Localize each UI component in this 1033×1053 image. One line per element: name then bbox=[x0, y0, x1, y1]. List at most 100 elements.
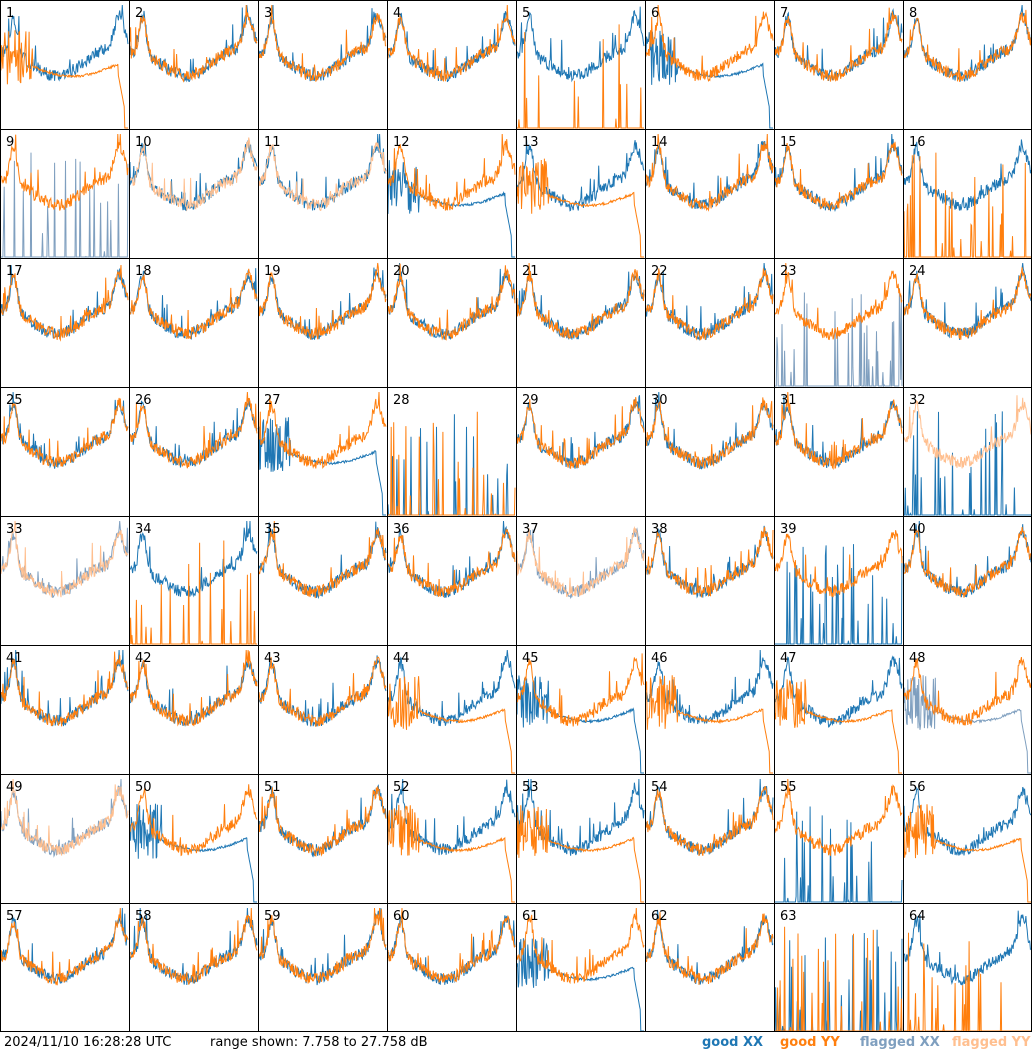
panel-label-1: 1 bbox=[6, 6, 14, 21]
trace-xx-6 bbox=[645, 30, 773, 129]
panel-label-46: 46 bbox=[651, 651, 668, 666]
trace-yy-38 bbox=[645, 526, 774, 598]
panel-label-3: 3 bbox=[264, 6, 272, 21]
panel-26: 26 bbox=[129, 391, 258, 469]
panel-16: 16 bbox=[903, 135, 1032, 258]
panel-47: 47 bbox=[774, 651, 903, 774]
panel-31: 31 bbox=[774, 391, 903, 470]
trace-yy-35 bbox=[258, 520, 387, 599]
panel-label-4: 4 bbox=[393, 6, 401, 21]
trace-yy-41 bbox=[0, 651, 129, 727]
trace-yy-29 bbox=[516, 397, 645, 469]
trace-yy-12 bbox=[387, 133, 516, 211]
panel-label-30: 30 bbox=[651, 393, 668, 408]
panel-1: 1 bbox=[0, 4, 129, 129]
trace-xx-45 bbox=[516, 675, 644, 774]
trace-yy-21 bbox=[516, 262, 645, 340]
trace-yy-62 bbox=[645, 911, 774, 985]
trace-xx-39 bbox=[775, 544, 903, 645]
trace-yy-23 bbox=[774, 262, 903, 341]
panel-48: 48 bbox=[903, 651, 1032, 774]
trace-xx-32 bbox=[904, 411, 1031, 516]
trace-xx-16 bbox=[903, 139, 1032, 211]
panel-22: 22 bbox=[645, 262, 774, 341]
legend-good-xx: good XX bbox=[702, 1035, 764, 1050]
panel-label-23: 23 bbox=[780, 264, 797, 279]
range-text: range shown: 7.758 to 27.758 dB bbox=[210, 1035, 428, 1050]
panel-label-57: 57 bbox=[6, 909, 23, 924]
panel-44: 44 bbox=[387, 649, 516, 774]
panel-32: 32 bbox=[903, 393, 1032, 516]
trace-yy-45 bbox=[516, 653, 645, 727]
trace-xx-12 bbox=[387, 160, 515, 258]
panel-20: 20 bbox=[387, 262, 516, 341]
trace-yy-58 bbox=[129, 907, 258, 985]
trace-yy-8 bbox=[903, 9, 1032, 82]
panel-25: 25 bbox=[0, 391, 129, 469]
panel-42: 42 bbox=[129, 649, 258, 727]
panel-18: 18 bbox=[129, 264, 258, 340]
panel-label-21: 21 bbox=[522, 264, 539, 279]
trace-xx-5 bbox=[516, 6, 645, 83]
trace-yy-44 bbox=[387, 676, 515, 774]
panel-label-61: 61 bbox=[522, 909, 539, 924]
trace-yy-2 bbox=[129, 4, 258, 83]
panel-label-64: 64 bbox=[909, 909, 926, 924]
panel-label-54: 54 bbox=[651, 780, 668, 795]
trace-yy-63 bbox=[775, 926, 903, 1032]
panel-39: 39 bbox=[774, 522, 903, 645]
panel-43: 43 bbox=[258, 651, 387, 727]
trace-xx-10 bbox=[129, 140, 258, 212]
panel-46: 46 bbox=[645, 649, 774, 774]
panel-label-2: 2 bbox=[135, 6, 143, 21]
trace-yy-24 bbox=[903, 267, 1032, 340]
trace-yy-40 bbox=[903, 526, 1032, 598]
trace-yy-28 bbox=[388, 411, 516, 516]
panel-label-6: 6 bbox=[651, 6, 659, 21]
panel-label-42: 42 bbox=[135, 651, 152, 666]
panel-15: 15 bbox=[774, 133, 903, 213]
trace-yy-5 bbox=[517, 24, 644, 129]
legend-flagged-yy: flagged YY bbox=[952, 1035, 1031, 1050]
trace-yy-46 bbox=[645, 675, 773, 774]
panel-label-8: 8 bbox=[909, 6, 917, 21]
panel-3: 3 bbox=[258, 4, 387, 82]
panel-label-48: 48 bbox=[909, 651, 926, 666]
panel-label-33: 33 bbox=[6, 522, 23, 537]
panel-49: 49 bbox=[0, 778, 129, 858]
trace-xx-3 bbox=[258, 4, 387, 82]
trace-yy-26 bbox=[129, 391, 258, 469]
trace-xx-42 bbox=[129, 657, 258, 727]
panel-51: 51 bbox=[258, 780, 387, 858]
panel-label-18: 18 bbox=[135, 264, 152, 279]
trace-yy-1 bbox=[0, 30, 128, 129]
panel-14: 14 bbox=[645, 133, 774, 212]
panel-54: 54 bbox=[645, 778, 774, 856]
panel-label-16: 16 bbox=[909, 135, 926, 150]
panel-50: 50 bbox=[129, 780, 258, 903]
panel-label-24: 24 bbox=[909, 264, 926, 279]
panel-label-34: 34 bbox=[135, 522, 152, 537]
trace-xx-11 bbox=[258, 133, 387, 211]
trace-yy-3 bbox=[258, 4, 387, 82]
legend-good-yy: good YY bbox=[780, 1035, 840, 1050]
trace-yy-34 bbox=[129, 540, 257, 645]
panel-52: 52 bbox=[387, 778, 516, 903]
panel-label-55: 55 bbox=[780, 780, 797, 795]
panel-label-58: 58 bbox=[135, 909, 152, 924]
panel-60: 60 bbox=[387, 907, 516, 985]
panel-37: 37 bbox=[516, 522, 645, 600]
panel-label-39: 39 bbox=[780, 522, 797, 537]
panel-63: 63 bbox=[774, 909, 903, 1032]
trace-yy-55 bbox=[774, 778, 903, 856]
trace-yy-42 bbox=[129, 649, 258, 727]
trace-yy-25 bbox=[0, 397, 129, 468]
panel-57: 57 bbox=[0, 907, 129, 986]
panel-36: 36 bbox=[387, 520, 516, 598]
panel-label-25: 25 bbox=[6, 393, 23, 408]
trace-xx-9 bbox=[1, 152, 129, 258]
trace-xx-23 bbox=[775, 288, 903, 388]
trace-yy-31 bbox=[774, 391, 903, 470]
panel-label-37: 37 bbox=[522, 522, 539, 537]
trace-yy-33 bbox=[0, 520, 129, 598]
